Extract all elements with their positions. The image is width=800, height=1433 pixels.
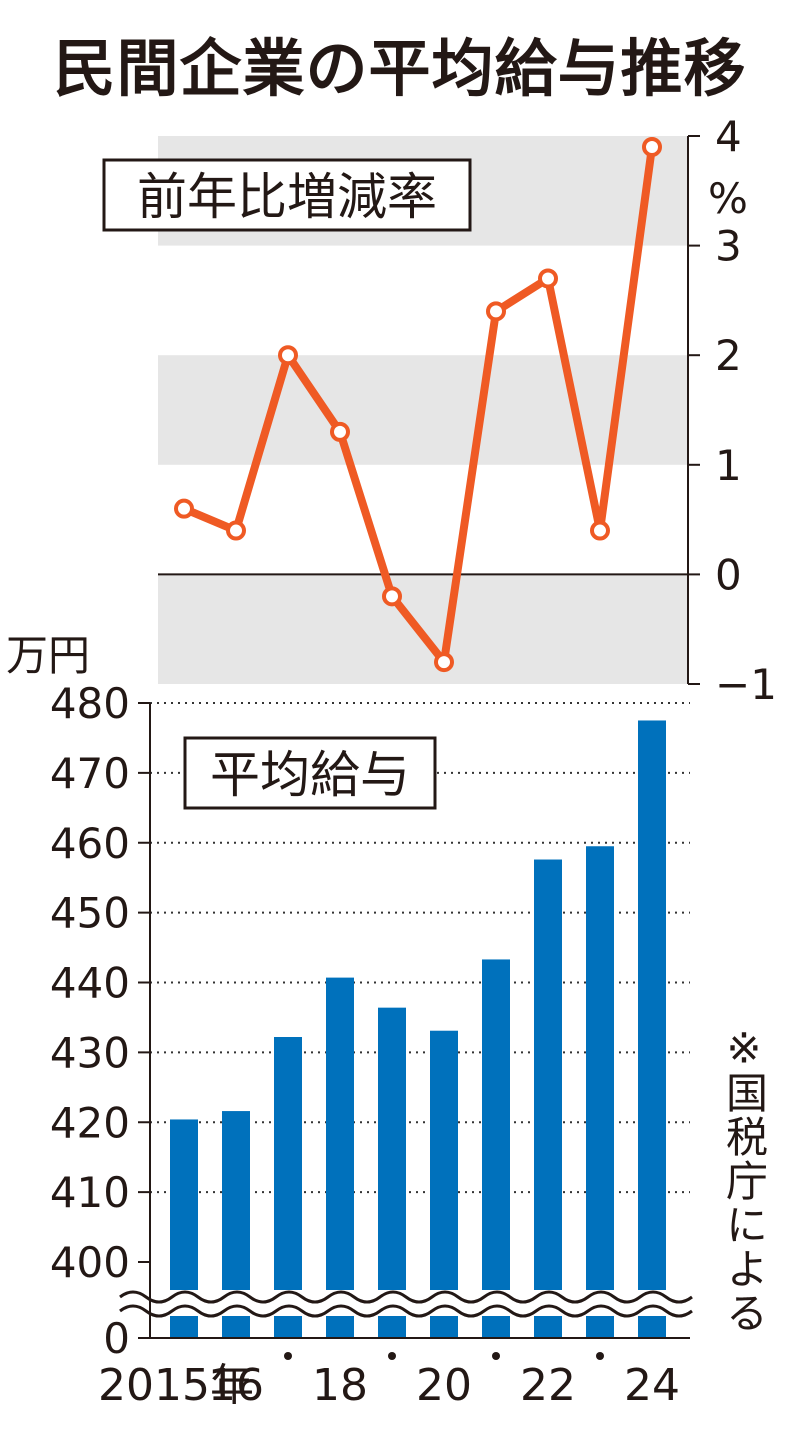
- source-note-char: る: [720, 1291, 769, 1333]
- line-y-tick-label: 0: [715, 550, 742, 599]
- axis-break-line: [119, 1304, 693, 1318]
- line-point: [278, 345, 298, 366]
- x-tick-label: 16: [208, 1360, 264, 1411]
- bar-y-tick-label: 0: [103, 1314, 130, 1363]
- line-label-box: [102, 158, 472, 232]
- bar-y-tick-label: 470: [50, 749, 130, 798]
- line-y-tick-label: 3: [715, 222, 742, 271]
- x-tick-dot: [284, 1352, 292, 1360]
- source-note-char: よ: [720, 1247, 769, 1289]
- bar-y-tick-label: 410: [50, 1168, 130, 1217]
- line-band: [158, 355, 688, 465]
- line-y-tick-label: −1: [715, 660, 777, 709]
- line-chart-series: [174, 136, 662, 673]
- bar-y-tick-label: 480: [50, 679, 130, 728]
- line-y-tick-label: 1: [715, 441, 742, 490]
- source-note-char: 税: [720, 1115, 769, 1157]
- bar: [378, 1007, 406, 1338]
- bar-y-tick-label: 440: [50, 959, 130, 1008]
- line-point: [486, 301, 506, 322]
- line-point: [330, 421, 350, 442]
- line-series: [182, 146, 656, 667]
- bar: [326, 977, 354, 1338]
- line-y-unit: %: [708, 174, 748, 223]
- line-point: [382, 586, 402, 607]
- bar-y-tick-label: 460: [50, 819, 130, 868]
- line-y-tick-label: 4: [715, 112, 742, 161]
- bar: [274, 1037, 302, 1338]
- source-note-char: 庁: [720, 1159, 769, 1201]
- chart-title: 民間企業の平均給与推移: [53, 32, 747, 105]
- bar-y-tick-label: 400: [50, 1238, 130, 1287]
- bar: [586, 846, 614, 1338]
- bar-chart-series: [170, 720, 666, 1338]
- axis-break-line: [119, 1290, 693, 1304]
- bar: [534, 859, 562, 1338]
- bar-y-tick-label: 430: [50, 1028, 130, 1077]
- bar-label-box: [183, 736, 437, 810]
- bar: [430, 1030, 458, 1338]
- bar: [638, 720, 666, 1338]
- x-tick-label: 22: [520, 1360, 576, 1411]
- x-tick-dot: [492, 1352, 500, 1360]
- bar-y-tick-label: 450: [50, 889, 130, 938]
- line-point: [434, 652, 454, 673]
- bar-y-unit: 万円: [6, 631, 90, 680]
- source-note: ※国税庁による: [720, 1024, 769, 1334]
- line-point: [642, 136, 662, 157]
- x-tick-dot: [388, 1352, 396, 1360]
- source-note-char: 国: [720, 1071, 769, 1113]
- x-tick-label: 2015年: [98, 1360, 254, 1411]
- line-point: [538, 268, 558, 289]
- source-note-char: に: [720, 1203, 769, 1245]
- x-tick-label: 24: [624, 1360, 680, 1411]
- line-point: [226, 520, 246, 541]
- line-point: [590, 520, 610, 541]
- bar-y-tick-label: 420: [50, 1098, 130, 1147]
- line-y-tick-label: 2: [715, 331, 742, 380]
- line-series-label: 前年比増減率: [137, 168, 437, 226]
- x-tick-label: 18: [312, 1360, 368, 1411]
- source-note-char: ※: [720, 1024, 769, 1073]
- bar: [482, 959, 510, 1338]
- bar-series-label: 平均給与: [210, 746, 410, 804]
- line-point: [174, 498, 194, 519]
- line-chart-axis: −1 0 1 2 3 4%: [687, 112, 777, 709]
- x-tick-label: 20: [416, 1360, 472, 1411]
- x-tick-dot: [596, 1352, 604, 1360]
